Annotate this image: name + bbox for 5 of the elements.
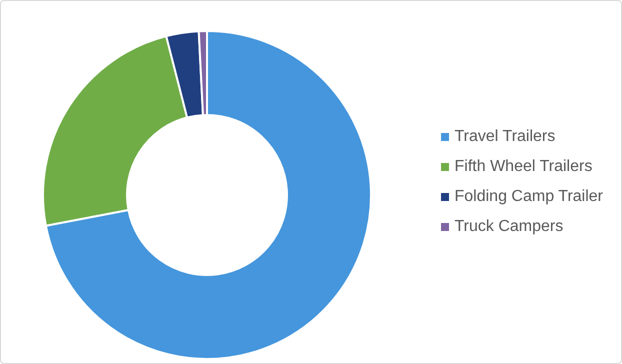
legend-label: Folding Camp Trailer [454, 188, 603, 206]
donut-slice [44, 30, 372, 360]
legend-label: Fifth Wheel Trailers [454, 158, 592, 176]
legend-label: Truck Campers [454, 218, 564, 236]
legend-label: Travel Trailers [454, 128, 556, 146]
